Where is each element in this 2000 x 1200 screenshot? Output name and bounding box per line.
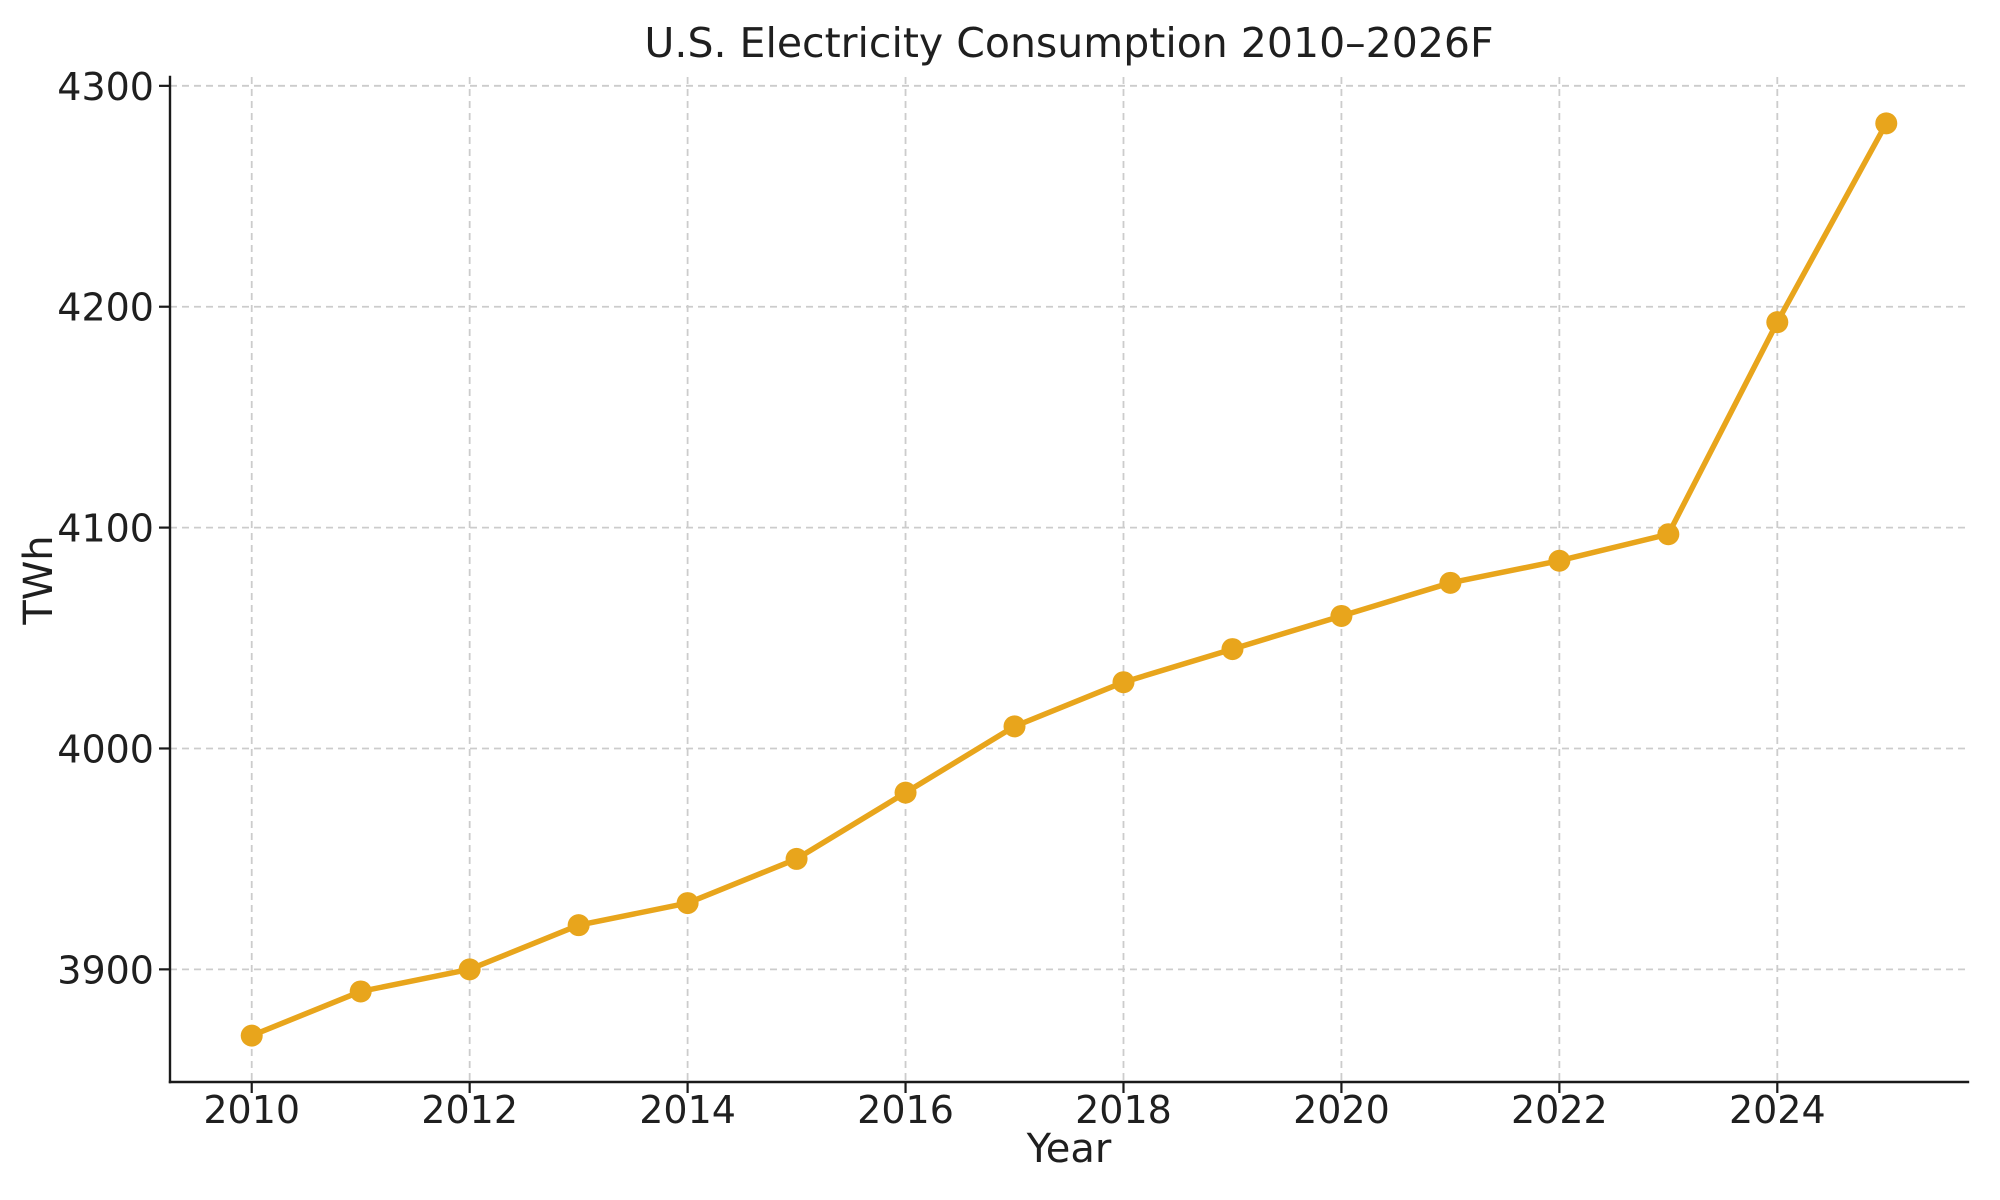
data-point <box>458 958 481 981</box>
y-tick-label: 4000 <box>57 727 154 771</box>
data-point <box>1657 523 1680 546</box>
x-tick-label: 2022 <box>1511 1088 1608 1132</box>
data-point <box>349 980 372 1003</box>
y-tick-labels: 3900 4000 4100 4200 4300 <box>57 65 154 993</box>
axis-ticks <box>159 84 1779 1093</box>
x-tick-label: 2020 <box>1293 1088 1390 1132</box>
data-point <box>1548 549 1571 572</box>
x-tick-label: 2024 <box>1729 1088 1826 1132</box>
x-tick-label: 2010 <box>203 1088 300 1132</box>
x-tick-labels: 2010 2012 2014 2016 2018 2020 2022 2024 <box>203 1088 1825 1132</box>
y-tick-label: 4300 <box>57 65 154 109</box>
data-point <box>785 847 808 870</box>
data-series <box>240 112 1898 1047</box>
x-tick-label: 2016 <box>857 1088 954 1132</box>
data-point <box>1221 638 1244 661</box>
data-point <box>676 892 699 915</box>
data-point <box>1439 571 1462 594</box>
axes-spines <box>168 75 1970 1084</box>
data-line <box>248 120 1890 1039</box>
data-point <box>1003 715 1026 738</box>
data-point <box>1875 112 1898 135</box>
y-tick-label: 3900 <box>57 948 154 992</box>
y-tick-label: 4200 <box>57 286 154 330</box>
chart-title: U.S. Electricity Consumption 2010–2026F <box>644 19 1493 67</box>
data-point <box>1112 671 1135 694</box>
x-tick-label: 2018 <box>1075 1088 1172 1132</box>
gridlines <box>170 77 1968 1082</box>
y-axis-label: TWh <box>16 535 62 625</box>
data-point <box>567 914 590 937</box>
y-tick-label: 4100 <box>57 507 154 551</box>
data-point <box>1766 311 1789 334</box>
data-point <box>240 1024 263 1047</box>
data-point <box>1330 604 1353 627</box>
x-axis-label: Year <box>1026 1126 1112 1172</box>
x-tick-label: 2012 <box>421 1088 518 1132</box>
data-point <box>894 781 917 804</box>
x-tick-label: 2014 <box>639 1088 736 1132</box>
